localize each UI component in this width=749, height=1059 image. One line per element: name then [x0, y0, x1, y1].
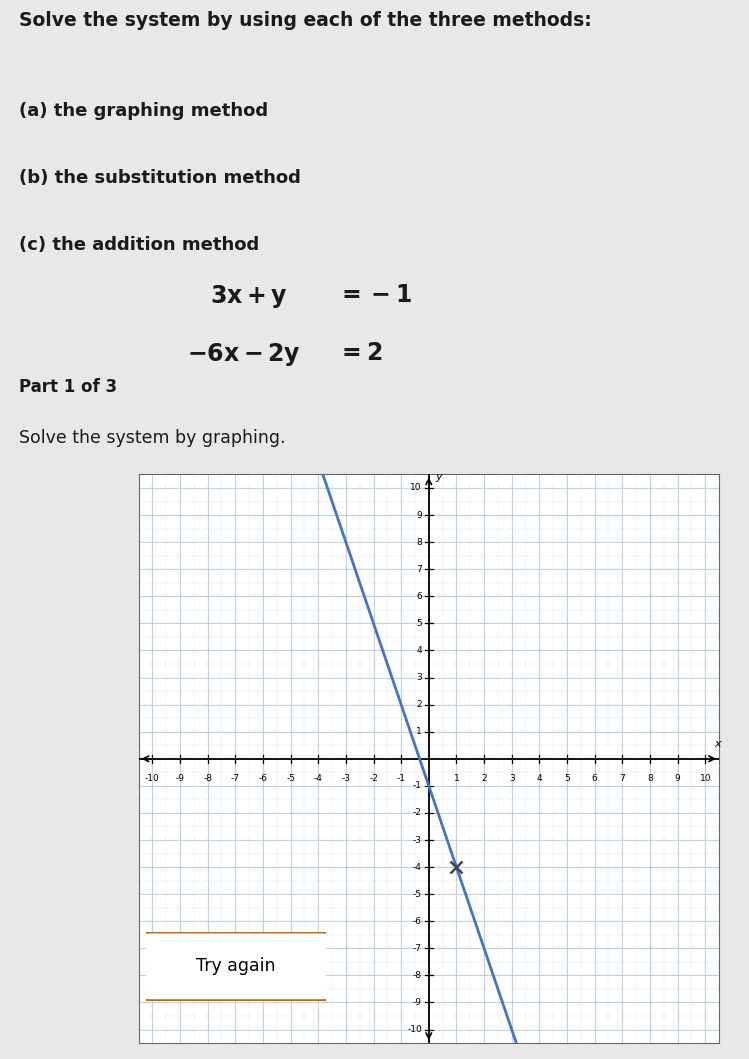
Text: 8: 8 [647, 774, 653, 783]
Text: 1: 1 [416, 728, 422, 736]
Text: -2: -2 [369, 774, 378, 783]
Text: 5: 5 [416, 618, 422, 628]
Text: -6: -6 [413, 917, 422, 926]
FancyBboxPatch shape [137, 932, 335, 1001]
Text: y: y [435, 472, 442, 482]
Text: -8: -8 [413, 971, 422, 980]
Text: -4: -4 [413, 863, 422, 872]
Text: -1: -1 [397, 774, 406, 783]
Text: Solve the system by using each of the three methods:: Solve the system by using each of the th… [19, 11, 592, 30]
Text: 9: 9 [416, 510, 422, 520]
Text: -3: -3 [413, 836, 422, 844]
Text: 1: 1 [454, 774, 459, 783]
Text: 7: 7 [619, 774, 625, 783]
Text: Try again: Try again [196, 957, 276, 975]
Text: (c) the addition method: (c) the addition method [19, 236, 259, 254]
Text: 10: 10 [410, 484, 422, 492]
Text: -7: -7 [413, 944, 422, 953]
Text: $\mathbf{= -1}$: $\mathbf{= -1}$ [337, 284, 412, 307]
Text: -1: -1 [413, 782, 422, 790]
Text: 4: 4 [536, 774, 542, 783]
Text: 8: 8 [416, 538, 422, 546]
Text: 3: 3 [509, 774, 515, 783]
Text: -5: -5 [413, 890, 422, 899]
Text: $\mathbf{= 2}$: $\mathbf{= 2}$ [337, 341, 383, 365]
Text: -9: -9 [175, 774, 184, 783]
Text: -4: -4 [314, 774, 323, 783]
Text: Part 1 of 3: Part 1 of 3 [19, 378, 117, 396]
Text: 2: 2 [482, 774, 487, 783]
Text: -7: -7 [231, 774, 240, 783]
Text: -10: -10 [407, 1025, 422, 1034]
Text: x: x [715, 739, 721, 749]
Text: (b) the substitution method: (b) the substitution method [19, 168, 300, 186]
Text: (a) the graphing method: (a) the graphing method [19, 102, 268, 120]
Text: -6: -6 [258, 774, 267, 783]
Text: 6: 6 [416, 592, 422, 600]
Text: 2: 2 [416, 700, 422, 710]
Text: -8: -8 [203, 774, 212, 783]
Text: 7: 7 [416, 564, 422, 574]
Text: -10: -10 [145, 774, 160, 783]
Text: -2: -2 [413, 808, 422, 818]
Text: 9: 9 [675, 774, 680, 783]
Text: -9: -9 [413, 998, 422, 1007]
Text: 5: 5 [564, 774, 570, 783]
Text: 6: 6 [592, 774, 598, 783]
Text: Solve the system by graphing.: Solve the system by graphing. [19, 429, 285, 447]
Text: 4: 4 [416, 646, 422, 654]
Text: 10: 10 [700, 774, 711, 783]
Text: -5: -5 [286, 774, 295, 783]
Text: -3: -3 [342, 774, 351, 783]
Text: $\mathbf{3x+y}$: $\mathbf{3x+y}$ [210, 284, 288, 310]
Text: 3: 3 [416, 674, 422, 682]
Text: $\mathbf{-6x-2y}$: $\mathbf{-6x-2y}$ [187, 341, 301, 369]
